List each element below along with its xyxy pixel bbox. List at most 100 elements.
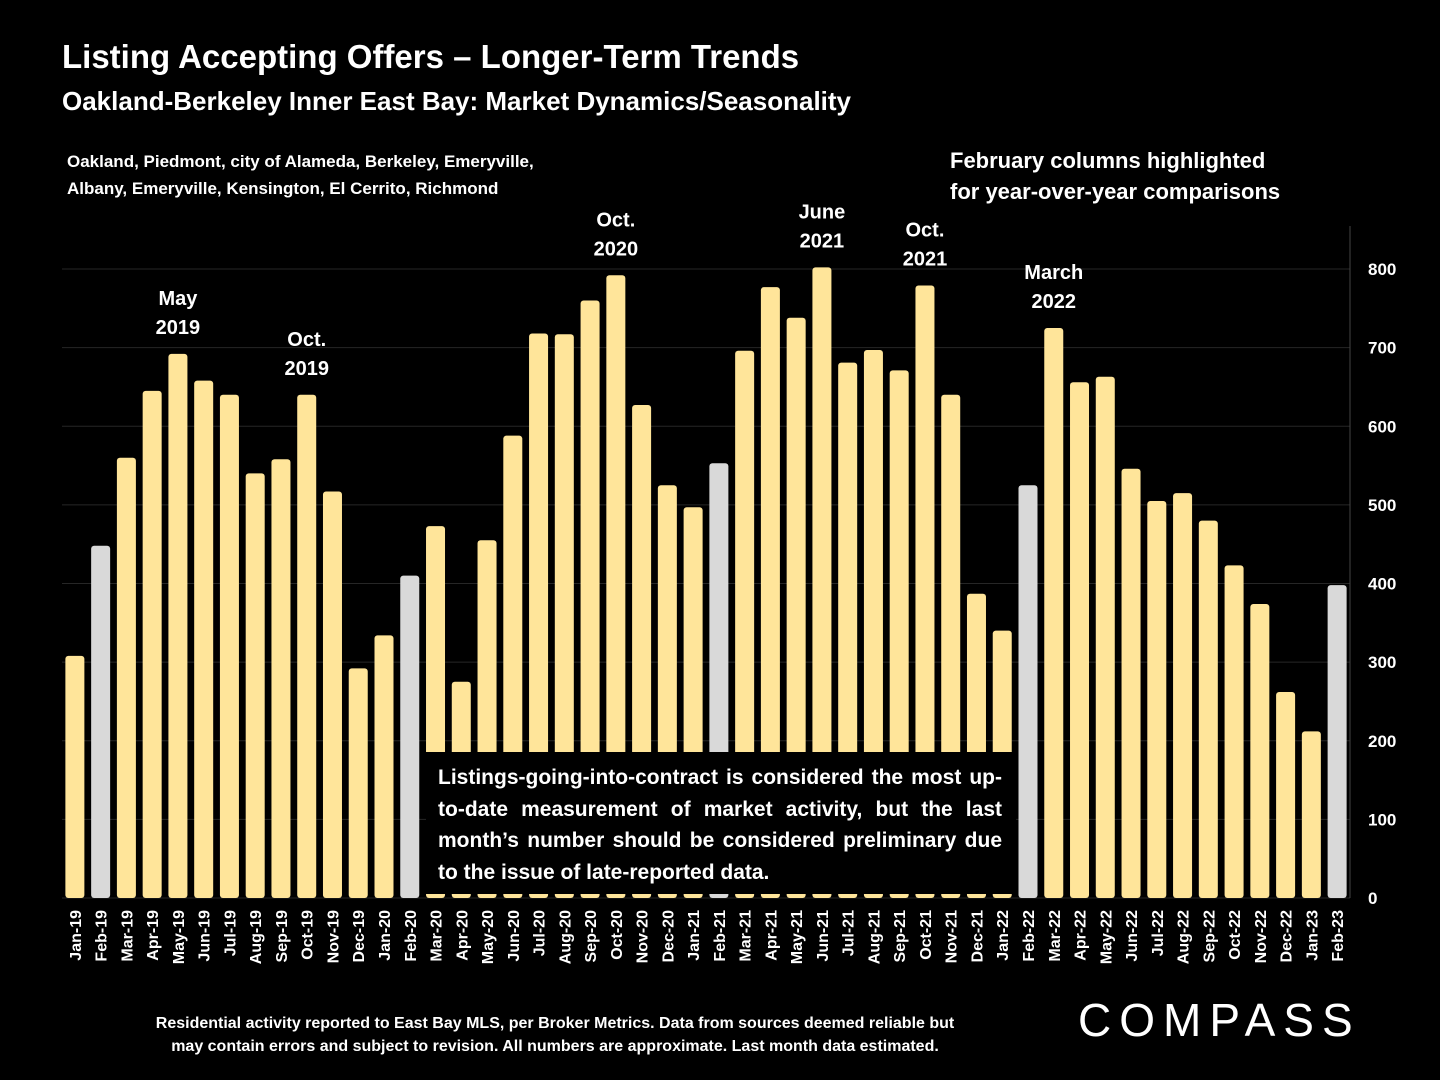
bars (65, 267, 1347, 899)
bar-highlighted (1327, 585, 1347, 898)
x-tick-label: Aug-20 (557, 910, 574, 964)
x-tick-label: May-20 (480, 910, 497, 964)
x-tick-label: Aug-21 (866, 910, 883, 964)
bar (1095, 376, 1115, 898)
highlight-note: February columns highlighted for year-ov… (950, 145, 1280, 207)
x-tick-label: Jun-21 (815, 910, 832, 962)
bar (322, 491, 342, 898)
bar (1198, 520, 1218, 898)
chart-subtitle: Oakland-Berkeley Inner East Bay: Market … (62, 86, 852, 116)
annotation-label: March (1024, 262, 1083, 284)
x-tick-label: Dec-21 (969, 910, 986, 963)
bar (606, 275, 626, 898)
x-tick-label: Sep-20 (583, 910, 600, 963)
x-tick-label: Nov-19 (325, 910, 342, 963)
x-tick-label: Nov-22 (1253, 910, 1270, 963)
x-tick-label: Jan-23 (1304, 910, 1321, 961)
x-tick-label: Apr-19 (145, 910, 162, 961)
highlight-note-line-2: for year-over-year comparisons (950, 179, 1281, 204)
x-tick-label: Jul-22 (1150, 910, 1167, 956)
bar (1070, 382, 1090, 899)
y-tick-label: 200 (1368, 732, 1396, 751)
bar-highlighted (400, 575, 420, 898)
x-tick-labels: Jan-19 Feb-19 Mar-19 Apr-19 May-19 Jun-19 Jul-… (68, 910, 1347, 964)
y-tick-label: 0 (1368, 889, 1377, 908)
x-tick-label: Feb-20 (403, 910, 420, 962)
bar (219, 394, 239, 898)
x-tick-label: Jul-20 (532, 910, 549, 956)
x-tick-label: Feb-21 (712, 910, 729, 962)
highlight-note-line-1: February columns highlighted (950, 148, 1266, 173)
annotation-label: 2021 (903, 249, 948, 271)
x-tick-label: Nov-20 (635, 910, 652, 963)
annotation-label: 2019 (284, 358, 329, 380)
bar (168, 353, 188, 898)
x-tick-label: Sep-22 (1201, 910, 1218, 963)
x-tick-label: Aug-19 (248, 910, 265, 964)
x-tick-label: Mar-22 (1047, 910, 1064, 962)
x-tick-label: Jan-20 (377, 910, 394, 961)
bar (1147, 500, 1167, 898)
x-tick-label: Feb-23 (1330, 910, 1347, 962)
bar (1121, 468, 1141, 898)
y-tick-label: 800 (1368, 260, 1396, 279)
x-tick-label: Dec-22 (1279, 910, 1296, 963)
x-tick-label: Aug-22 (1176, 910, 1193, 964)
y-tick-labels: 0 100 200 300 400 500 600 700 800 (1368, 260, 1396, 908)
x-tick-label: Jan-19 (68, 910, 85, 961)
bar (812, 267, 832, 898)
annotation-label: 2020 (594, 238, 639, 260)
bar (271, 459, 291, 898)
data-note-text: Listings-going-into-contract is consider… (438, 766, 1002, 884)
compass-logo: COMPASS (1078, 994, 1361, 1046)
bar (297, 394, 317, 898)
annotation-label: June (799, 201, 846, 223)
annotation-label: Oct. (906, 220, 945, 242)
bar-chart: Jan-19 Feb-19 Mar-19 Apr-19 May-19 Jun-19 Jul-… (62, 201, 1396, 964)
annotation-label: Oct. (596, 209, 635, 231)
y-tick-label: 300 (1368, 653, 1396, 672)
y-tick-label: 500 (1368, 496, 1396, 515)
x-tick-label: Oct-20 (609, 910, 626, 960)
x-tick-label: Oct-19 (300, 910, 317, 960)
x-tick-label: Mar-20 (429, 910, 446, 962)
y-tick-label: 600 (1368, 417, 1396, 436)
x-tick-label: Oct-21 (918, 910, 935, 960)
bar (348, 668, 368, 898)
bar (1173, 493, 1193, 898)
annotation-label: 2022 (1032, 291, 1077, 313)
x-tick-label: May-19 (171, 910, 188, 964)
annotations: May 2019 Oct. 2019 Oct. 2020 June 2021 Oct. 2021 M… (156, 201, 1084, 379)
x-tick-label: Nov-21 (944, 910, 961, 963)
x-tick-label: Jun-22 (1124, 910, 1141, 962)
footer-line-1: Residential activity reported to East Ba… (155, 1015, 955, 1032)
bar (915, 285, 935, 899)
x-tick-label: Sep-19 (274, 910, 291, 963)
bar (1044, 327, 1064, 898)
bar (65, 655, 85, 898)
bar (194, 380, 214, 899)
data-note-box: Listings-going-into-contract is consider… (426, 752, 1016, 894)
x-tick-label: Mar-21 (738, 910, 755, 962)
x-tick-label: May-21 (789, 910, 806, 964)
bar (580, 300, 600, 898)
annotation-label: 2019 (156, 317, 201, 339)
bar (374, 635, 394, 898)
bar (245, 473, 265, 898)
x-tick-label: Oct-22 (1227, 910, 1244, 960)
x-tick-label: May-22 (1098, 910, 1115, 964)
footer-disclaimer: Residential activity reported to East Ba… (90, 1012, 1020, 1058)
y-tick-label: 400 (1368, 575, 1396, 594)
chart-title: Listing Accepting Offers – Longer-Term T… (62, 38, 800, 75)
x-tick-label: Apr-21 (763, 910, 780, 961)
x-tick-label: Feb-22 (1021, 910, 1038, 962)
areas-list: Oakland, Piedmont, city of Alameda, Berk… (67, 148, 627, 202)
x-tick-label: Sep-21 (892, 910, 909, 963)
footer-line-2: may contain errors and subject to revisi… (171, 1038, 939, 1055)
bar (1250, 603, 1270, 898)
bar (1301, 731, 1321, 898)
x-tick-label: Mar-19 (119, 910, 136, 962)
bar (1276, 692, 1296, 898)
x-tick-label: Jul-21 (841, 910, 858, 956)
annotation-label: 2021 (800, 230, 845, 252)
